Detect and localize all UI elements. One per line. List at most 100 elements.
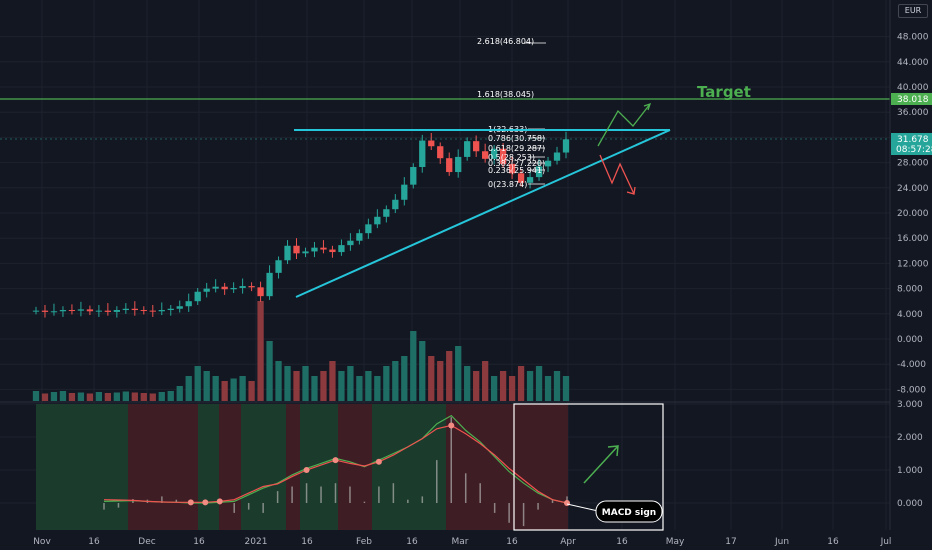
- volume-bar: [104, 393, 112, 401]
- fib-level-label: 0.382(27.220): [488, 159, 545, 168]
- time-tick-label: Feb: [356, 537, 372, 547]
- candle-body: [544, 160, 552, 167]
- price-tick-label: -8.000: [897, 385, 926, 395]
- candle-body: [365, 224, 372, 234]
- volume-bar: [535, 366, 543, 401]
- volume-bar: [526, 371, 534, 401]
- macd-tick-label: 1.000: [897, 466, 923, 476]
- svg-text:38.018: 38.018: [897, 95, 929, 105]
- fib-level-label: 0.618(29.287): [488, 144, 545, 153]
- time-tick-label: 16: [301, 537, 313, 547]
- currency-button[interactable]: EUR: [898, 4, 928, 18]
- candle-body: [553, 152, 561, 161]
- macd-tick-label: 2.000: [897, 433, 923, 443]
- candle-body: [59, 310, 67, 312]
- volume-bar: [419, 341, 426, 401]
- candle-body: [95, 310, 103, 312]
- candle-body: [455, 156, 462, 173]
- volume-bar: [508, 376, 516, 401]
- candle-body: [428, 140, 435, 147]
- candle-body: [230, 287, 237, 290]
- volume-bar: [176, 386, 183, 401]
- fib-level-label: 0.236(25.941): [488, 166, 545, 175]
- price-tick-label: 24.000: [897, 184, 929, 194]
- candle-body: [383, 209, 390, 217]
- price-tick-label: 16.000: [897, 234, 929, 244]
- volume-bar: [473, 371, 480, 401]
- volume-bar: [499, 371, 507, 401]
- candle-body: [257, 287, 264, 297]
- volume-bar: [257, 301, 264, 401]
- volume-bar: [338, 371, 345, 401]
- volume-bar: [455, 346, 462, 401]
- fib-extension-1618: 1.618(38.045): [477, 90, 534, 99]
- macd-cross-marker: [216, 498, 223, 505]
- price-tick-label: 20.000: [897, 209, 929, 219]
- candle-body: [329, 249, 336, 253]
- candle-body: [212, 286, 219, 289]
- fib-extension-2618: 2.618(46.804): [477, 37, 534, 46]
- volume-bar: [446, 351, 453, 401]
- volume-bar: [392, 361, 399, 401]
- candle-body: [239, 286, 246, 288]
- volume-bar: [562, 376, 570, 401]
- candle-body: [68, 310, 76, 312]
- candle-body: [535, 166, 543, 178]
- macd-band: [36, 404, 128, 530]
- bearish-projection-arrow: [599, 154, 635, 195]
- time-tick-label: 16: [506, 537, 518, 547]
- macd-band: [286, 404, 300, 530]
- candle-body: [185, 301, 192, 307]
- volume-bar: [32, 391, 40, 401]
- bullish-projection-arrow: [597, 103, 651, 147]
- price-tick-label: 44.000: [897, 58, 929, 68]
- volume-bar: [293, 371, 300, 401]
- volume-bar: [140, 393, 147, 401]
- candle-body: [499, 148, 507, 164]
- time-axis[interactable]: Nov 16 Dec 16 2021 16 Feb 16 Mar 16 Apr 16 May 17 Jun 1…: [33, 537, 891, 547]
- volume-bar: [239, 376, 246, 401]
- volume-bar: [194, 366, 201, 401]
- time-tick-label: May: [666, 537, 685, 547]
- macd-tick-label: 3.000: [897, 400, 923, 410]
- candle-body: [86, 309, 94, 312]
- candle-body: [32, 310, 40, 312]
- fib-level-label: 0.5(28.253): [488, 153, 535, 162]
- volume-bar: [95, 392, 103, 401]
- price-axis[interactable]: 48.00044.00040.00036.00032.00028.00024.0…: [897, 33, 929, 509]
- time-tick-label: Apr: [560, 537, 576, 547]
- volume-bar: [41, 393, 49, 401]
- volume-bar: [517, 366, 525, 401]
- time-tick-label: 16: [827, 537, 839, 547]
- candle-body: [526, 177, 534, 183]
- macd-cross-marker: [564, 500, 570, 506]
- fib-retracement[interactable]: 1(32.633)0.786(30.758)0.618(29.287)0.5(2…: [488, 125, 545, 189]
- volume-bar: [302, 366, 309, 401]
- candle-body: [508, 163, 516, 174]
- candle-body: [113, 310, 120, 312]
- candle-body: [562, 139, 570, 153]
- macd-annotation-bubble: [595, 500, 663, 523]
- svg-text:08:57:28: 08:57:28: [896, 145, 932, 155]
- time-tick-label: 17: [725, 537, 736, 547]
- candle-body: [176, 306, 183, 309]
- candle-body: [320, 247, 327, 250]
- price-tick-label: 40.000: [897, 83, 929, 93]
- candle-body: [356, 233, 363, 241]
- candle-body: [194, 291, 201, 302]
- fib-level-label: 0(23.874): [488, 180, 527, 189]
- volume-bar: [266, 341, 273, 401]
- fib-level-label: 0.786(30.758): [488, 134, 545, 143]
- time-tick-label: 16: [406, 537, 418, 547]
- candle-body: [275, 260, 282, 273]
- macd-cross-marker: [332, 457, 339, 464]
- volume-bar: [284, 366, 291, 401]
- volume-bar: [68, 393, 76, 401]
- support-trendline[interactable]: [295, 129, 671, 298]
- candle-body: [517, 173, 525, 183]
- volume-bar: [86, 393, 94, 401]
- volume-bar: [167, 391, 174, 401]
- volume-bar: [365, 371, 372, 401]
- volume-bar: [275, 361, 282, 401]
